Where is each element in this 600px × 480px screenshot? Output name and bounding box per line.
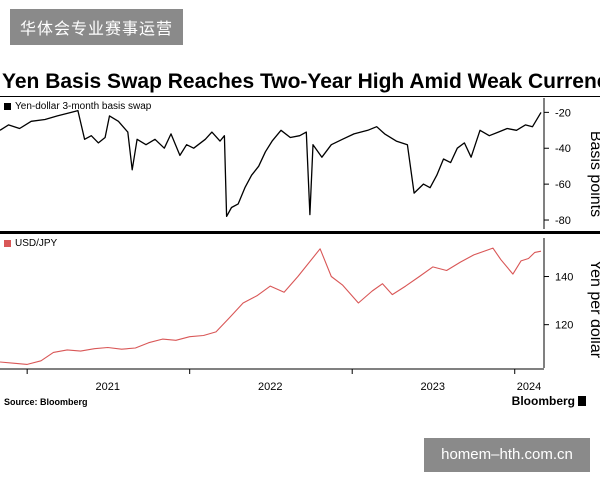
swap-legend-swatch xyxy=(4,103,11,110)
source-note: Source: Bloomberg xyxy=(4,397,88,407)
swap-legend-label: Yen-dollar 3-month basis swap xyxy=(15,101,152,112)
usdjpy-y-tick-label: 140 xyxy=(555,272,573,284)
swap-y-tick-label: -80 xyxy=(555,215,571,227)
usdjpy-legend-swatch xyxy=(4,240,11,247)
usdjpy-legend: USD/JPY xyxy=(4,238,57,249)
x-tick-label: 2022 xyxy=(258,381,282,393)
usdjpy-y-tick-label: 120 xyxy=(555,320,573,332)
swap-y-tick-label: -60 xyxy=(555,179,571,191)
swap-legend: Yen-dollar 3-month basis swap xyxy=(4,101,151,112)
brand-label: Bloomberg xyxy=(511,394,575,408)
swap-y-tick-label: -20 xyxy=(555,107,571,119)
swap-y-tick-label: -40 xyxy=(555,143,571,155)
top-panel-rule xyxy=(0,96,600,97)
watermark-top: 华体会专业赛事运营 xyxy=(10,9,184,45)
panel-separator xyxy=(0,231,600,234)
bloomberg-logo-icon xyxy=(578,396,586,406)
usdjpy-series-line xyxy=(0,247,542,365)
x-tick-label: 2024 xyxy=(517,381,541,393)
chart-title: Yen Basis Swap Reaches Two-Year High Ami… xyxy=(2,70,600,93)
bloomberg-brand: Bloomberg xyxy=(512,394,586,408)
x-tick-label: 2021 xyxy=(96,381,120,393)
swap-series-line xyxy=(0,109,542,218)
watermark-bottom: homem–hth.com.cn xyxy=(424,438,590,472)
x-tick-label: 2023 xyxy=(421,381,445,393)
usdjpy-legend-label: USD/JPY xyxy=(15,238,58,249)
